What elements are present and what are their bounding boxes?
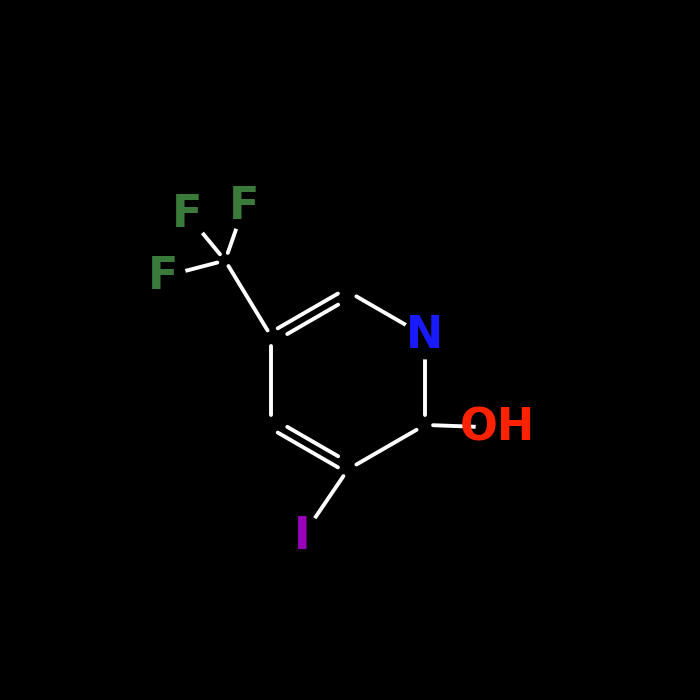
- Text: I: I: [294, 515, 311, 559]
- Text: F: F: [229, 185, 259, 228]
- Text: OH: OH: [460, 406, 536, 449]
- Text: F: F: [172, 193, 202, 236]
- Text: N: N: [407, 314, 444, 358]
- Text: F: F: [148, 256, 178, 298]
